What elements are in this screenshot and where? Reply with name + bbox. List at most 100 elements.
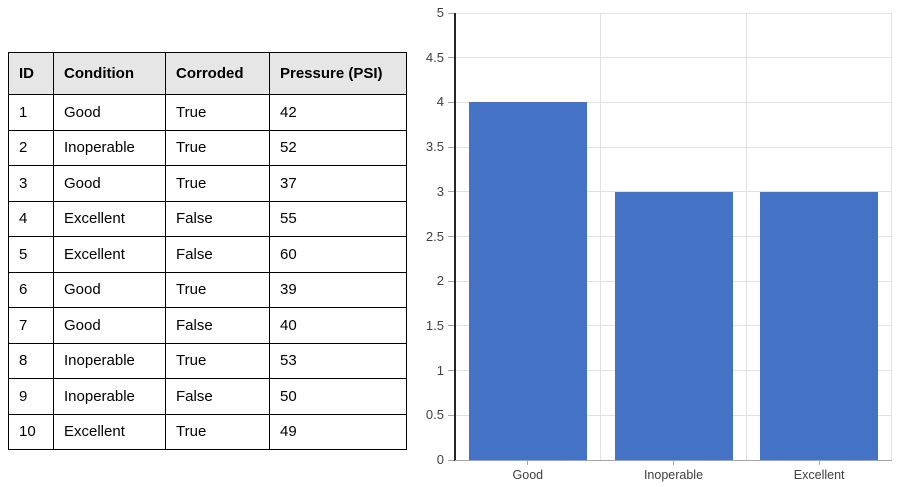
v-gridline bbox=[745, 13, 747, 460]
table-row: 9 Inoperable False 50 bbox=[8, 378, 407, 415]
table-cell: 4 bbox=[8, 200, 54, 237]
table-cell: Inoperable bbox=[53, 342, 166, 379]
h-gridline bbox=[455, 146, 892, 148]
table-cell: 37 bbox=[269, 165, 407, 202]
table-cell: 55 bbox=[269, 200, 407, 237]
table-cell: 7 bbox=[8, 307, 54, 344]
table-cell: True bbox=[165, 94, 270, 131]
x-axis-line bbox=[455, 459, 892, 461]
y-axis-tick bbox=[448, 459, 455, 461]
x-axis-tick bbox=[527, 460, 529, 465]
table-header-cell: Condition bbox=[53, 52, 166, 95]
y-axis-label: 4.5 bbox=[425, 49, 444, 65]
y-axis-tick bbox=[448, 12, 455, 14]
x-axis-label: Good bbox=[512, 468, 544, 482]
y-axis-tick bbox=[448, 370, 455, 372]
table-row: 3 Good True 37 bbox=[8, 165, 407, 202]
table-cell: True bbox=[165, 271, 270, 308]
table-cell: 5 bbox=[8, 236, 54, 273]
table-header-cell: Corroded bbox=[165, 52, 270, 95]
x-axis-label: Inoperable bbox=[643, 468, 704, 482]
bar-chart: 0 0.5 1 1.5 2 2.5 3 3.5 4 4.5 5 Good Inoperable Excel… bbox=[426, 5, 892, 482]
table-cell: 1 bbox=[8, 94, 54, 131]
table-header: ID Condition Corroded Pressure (PSI) bbox=[8, 52, 407, 95]
table-row: 10 Excellent True 49 bbox=[8, 413, 407, 450]
table-cell: True bbox=[165, 342, 270, 379]
y-axis-label: 2.5 bbox=[425, 228, 444, 244]
table-row: 4 Excellent False 55 bbox=[8, 200, 407, 237]
table-cell: False bbox=[165, 200, 270, 237]
y-axis-tick bbox=[448, 325, 455, 327]
table-cell: Good bbox=[53, 271, 166, 308]
table-row: 1 Good True 42 bbox=[8, 94, 407, 131]
y-axis-tick bbox=[448, 57, 455, 59]
table-cell: Good bbox=[53, 307, 166, 344]
table-cell: False bbox=[165, 236, 270, 273]
table-cell: 10 bbox=[8, 413, 54, 450]
table-cell: True bbox=[165, 129, 270, 166]
table-cell: False bbox=[165, 378, 270, 415]
h-gridline bbox=[455, 101, 892, 103]
table-cell: 49 bbox=[269, 413, 407, 450]
table-cell: Excellent bbox=[53, 200, 166, 237]
table-header-cell: Pressure (PSI) bbox=[269, 52, 407, 95]
y-axis-label: 2 bbox=[436, 273, 444, 289]
table-cell: True bbox=[165, 165, 270, 202]
y-axis-tick bbox=[448, 146, 455, 148]
table-header-row: ID Condition Corroded Pressure (PSI) bbox=[8, 52, 407, 95]
table-cell: 52 bbox=[269, 129, 407, 166]
table-cell: 39 bbox=[269, 271, 407, 308]
table-cell: 42 bbox=[269, 94, 407, 131]
table-row: 8 Inoperable True 53 bbox=[8, 342, 407, 379]
table-cell: 6 bbox=[8, 271, 54, 308]
table-row: 7 Good False 40 bbox=[8, 307, 407, 344]
table-cell: Inoperable bbox=[53, 378, 166, 415]
y-axis-tick bbox=[448, 236, 455, 237]
table-header-cell: ID bbox=[8, 52, 54, 95]
y-axis-label: 1.5 bbox=[425, 317, 444, 333]
table-row: 2 Inoperable True 52 bbox=[8, 129, 407, 166]
table-cell: 2 bbox=[8, 129, 54, 166]
y-axis-tick bbox=[448, 414, 455, 416]
table-cell: 53 bbox=[269, 342, 407, 379]
h-gridline bbox=[455, 191, 892, 193]
y-axis-label: 3 bbox=[436, 183, 444, 199]
x-axis-tick bbox=[818, 460, 820, 465]
table-cell: 8 bbox=[8, 342, 54, 379]
bar bbox=[760, 191, 879, 460]
table-cell: True bbox=[165, 413, 270, 450]
table-body: 1 Good True 42 2 Inoperable True 52 3 Good True 37 4… bbox=[8, 94, 407, 450]
pressure-table: ID Condition Corroded Pressure (PSI) 1 Good T… bbox=[8, 52, 407, 450]
table-cell: 9 bbox=[8, 378, 54, 415]
y-axis-label: 1 bbox=[436, 362, 444, 378]
y-axis-tick bbox=[448, 191, 455, 193]
table-cell: 60 bbox=[269, 236, 407, 273]
h-gridline bbox=[455, 57, 892, 59]
table-cell: False bbox=[165, 307, 270, 344]
x-axis-label: Excellent bbox=[793, 468, 845, 482]
table-cell: Good bbox=[53, 165, 166, 202]
table-cell: 3 bbox=[8, 165, 54, 202]
bar bbox=[468, 102, 587, 460]
bar bbox=[614, 191, 733, 460]
v-gridline bbox=[600, 13, 602, 460]
y-axis-label: 0.5 bbox=[425, 407, 444, 423]
table-row: 6 Good True 39 bbox=[8, 271, 407, 308]
y-axis-tick bbox=[448, 280, 455, 282]
table-cell: Excellent bbox=[53, 413, 166, 450]
y-axis-label: 3.5 bbox=[425, 139, 444, 155]
table-cell: Good bbox=[53, 94, 166, 131]
y-axis-label: 0 bbox=[436, 452, 444, 467]
y-axis-label: 5 bbox=[436, 5, 444, 20]
y-axis-label: 4 bbox=[436, 94, 444, 110]
plot-right-border bbox=[891, 13, 892, 460]
x-axis-tick bbox=[673, 460, 674, 465]
table-row: 5 Excellent False 60 bbox=[8, 236, 407, 273]
table-cell: 50 bbox=[269, 378, 407, 415]
y-axis-tick bbox=[448, 101, 455, 103]
table-cell: 40 bbox=[269, 307, 407, 344]
h-gridline bbox=[455, 12, 892, 14]
table-cell: Excellent bbox=[53, 236, 166, 273]
y-axis-line bbox=[454, 13, 456, 461]
